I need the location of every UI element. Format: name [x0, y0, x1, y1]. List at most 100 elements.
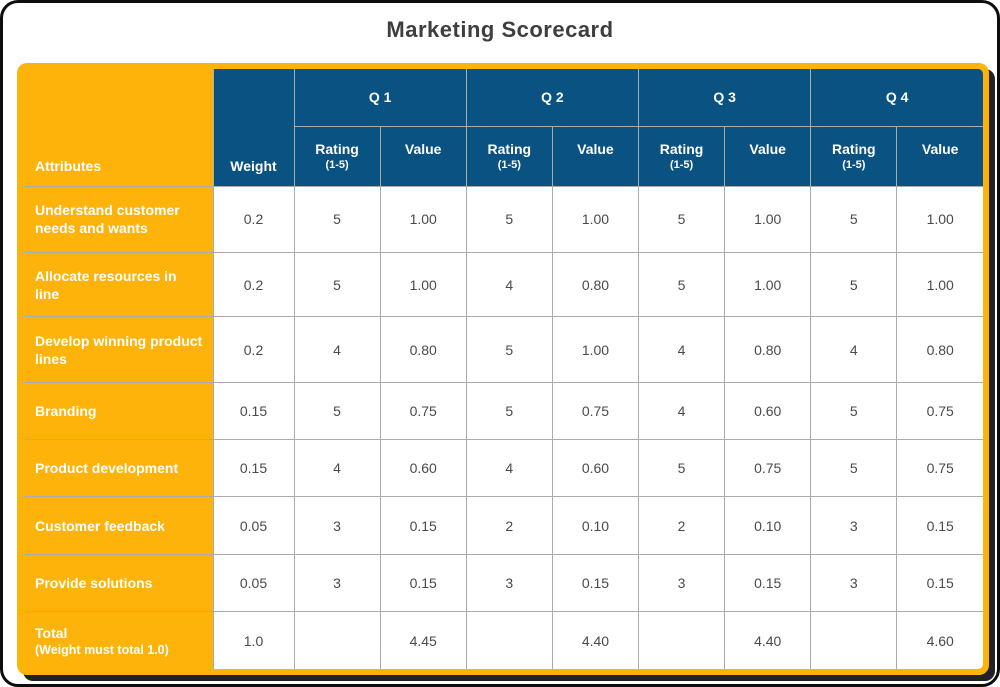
total-label-cell: Total (Weight must total 1.0) — [23, 611, 214, 669]
value-cell: 1.00 — [551, 316, 640, 383]
table-row: Provide solutions 0.05 3 0.15 3 0.15 3 0… — [23, 553, 983, 613]
total-weight-cell: 1.0 — [212, 611, 295, 669]
rating-cell: 5 — [637, 185, 726, 253]
value-subheader-label: Value — [749, 140, 786, 157]
subheader-row: Rating (1-5) Value Rating (1-5) Valu — [23, 125, 983, 187]
value-subheader-label: Value — [577, 140, 614, 157]
total-label: Total — [35, 624, 68, 641]
attribute-label-cell: Product development — [23, 439, 214, 498]
value-cell: 0.15 — [379, 553, 467, 613]
attribute-label-cell: Develop winning product lines — [23, 316, 214, 383]
value-cell: 0.80 — [724, 316, 812, 383]
weight-cell: 0.15 — [212, 439, 295, 498]
rating-cell: 4 — [810, 316, 898, 383]
scorecard-table: Attributes Weight Q 1 Q 2 Q 3 Q 4 Rating… — [23, 69, 983, 669]
rating-cell: 5 — [293, 185, 381, 253]
table-row: Branding 0.15 5 0.75 5 0.75 4 0.60 5 0.7… — [23, 381, 983, 441]
rating-scale-label: (1-5) — [669, 158, 694, 171]
value-cell: 1.00 — [551, 185, 640, 253]
rating-cell: 5 — [293, 381, 381, 441]
value-subheader-q3: Value — [724, 125, 812, 187]
rating-cell: 4 — [293, 439, 381, 498]
rating-scale-label: (1-5) — [842, 158, 866, 171]
value-cell: 1.00 — [379, 185, 467, 253]
rating-cell: 5 — [465, 381, 553, 441]
table-row: Customer feedback 0.05 3 0.15 2 0.10 2 0… — [23, 496, 983, 555]
quarter-header-q1: Q 1 — [293, 69, 467, 127]
rating-cell: 5 — [637, 251, 726, 318]
attributes-column-header: Attributes — [23, 69, 214, 187]
attribute-label-cell: Branding — [23, 381, 214, 441]
quarter-header-q4: Q 4 — [810, 69, 983, 127]
weight-column-header: Weight — [212, 69, 295, 187]
weight-cell: 0.2 — [212, 251, 295, 318]
value-cell: 0.75 — [896, 439, 983, 498]
quarter-header-q2: Q 2 — [465, 69, 640, 127]
attribute-label-cell: Understand customer needs and wants — [23, 185, 214, 253]
total-value-cell: 4.40 — [724, 611, 812, 669]
rating-cell: 5 — [810, 381, 898, 441]
weight-cell: 0.2 — [212, 185, 295, 253]
rating-cell: 2 — [637, 496, 726, 555]
rating-cell: 5 — [465, 316, 553, 383]
total-note: (Weight must total 1.0) — [35, 642, 169, 657]
rating-cell: 4 — [637, 381, 726, 441]
total-value-cell: 4.45 — [379, 611, 467, 669]
value-cell: 0.75 — [724, 439, 812, 498]
weight-cell: 0.05 — [212, 553, 295, 613]
weight-cell: 0.2 — [212, 316, 295, 383]
attribute-label-cell: Allocate resources in line — [23, 251, 214, 318]
rating-cell: 5 — [465, 185, 553, 253]
value-subheader-q2: Value — [551, 125, 640, 187]
value-cell: 1.00 — [896, 251, 983, 318]
value-cell: 0.10 — [551, 496, 640, 555]
rating-cell: 3 — [465, 553, 553, 613]
value-subheader-label: Value — [404, 140, 442, 157]
total-value-cell: 4.60 — [896, 611, 983, 669]
value-cell: 0.60 — [724, 381, 812, 441]
value-subheader-label: Value — [921, 140, 959, 157]
rating-cell: 3 — [637, 553, 726, 613]
rating-cell: 4 — [293, 316, 381, 383]
rating-scale-label: (1-5) — [325, 158, 349, 171]
quarter-header-q3: Q 3 — [637, 69, 812, 127]
rating-subheader-q1: Rating (1-5) — [293, 125, 381, 187]
value-cell: 0.75 — [379, 381, 467, 441]
table-row: Understand customer needs and wants 0.2 … — [23, 185, 983, 253]
total-value-cell: 4.40 — [551, 611, 640, 669]
rating-subheader-label: Rating — [315, 140, 359, 157]
rating-cell: 5 — [293, 251, 381, 318]
rating-cell: 5 — [810, 251, 898, 318]
rating-subheader-q2: Rating (1-5) — [465, 125, 553, 187]
weight-cell: 0.05 — [212, 496, 295, 555]
value-cell: 0.60 — [551, 439, 640, 498]
value-cell: 1.00 — [724, 251, 812, 318]
table-row: Develop winning product lines 0.2 4 0.80… — [23, 316, 983, 383]
table-row: Allocate resources in line 0.2 5 1.00 4 … — [23, 251, 983, 318]
quarter-header-row: Attributes Weight Q 1 Q 2 Q 3 Q 4 — [23, 69, 983, 187]
rating-cell: 4 — [465, 251, 553, 318]
rating-subheader-q3: Rating (1-5) — [637, 125, 726, 187]
total-row: Total (Weight must total 1.0) 1.0 4.45 4… — [23, 611, 983, 669]
value-cell: 0.80 — [551, 251, 640, 318]
value-subheader-q4: Value — [896, 125, 983, 187]
value-cell: 1.00 — [896, 185, 983, 253]
rating-cell: 2 — [465, 496, 553, 555]
rating-cell: 5 — [810, 439, 898, 498]
rating-cell: 3 — [810, 496, 898, 555]
rating-cell: 3 — [810, 553, 898, 613]
total-rating-cell — [465, 611, 553, 669]
rating-cell: 5 — [810, 185, 898, 253]
value-cell: 1.00 — [724, 185, 812, 253]
attribute-label-cell: Provide solutions — [23, 553, 214, 613]
rating-cell: 3 — [293, 553, 381, 613]
total-rating-cell — [810, 611, 898, 669]
scorecard-card: Attributes Weight Q 1 Q 2 Q 3 Q 4 Rating… — [17, 63, 989, 675]
total-rating-cell — [293, 611, 381, 669]
attribute-label-cell: Customer feedback — [23, 496, 214, 555]
page-title: Marketing Scorecard — [386, 17, 614, 42]
rating-subheader-label: Rating — [487, 140, 532, 157]
rating-subheader-label: Rating — [832, 140, 876, 157]
rating-scale-label: (1-5) — [497, 158, 521, 171]
